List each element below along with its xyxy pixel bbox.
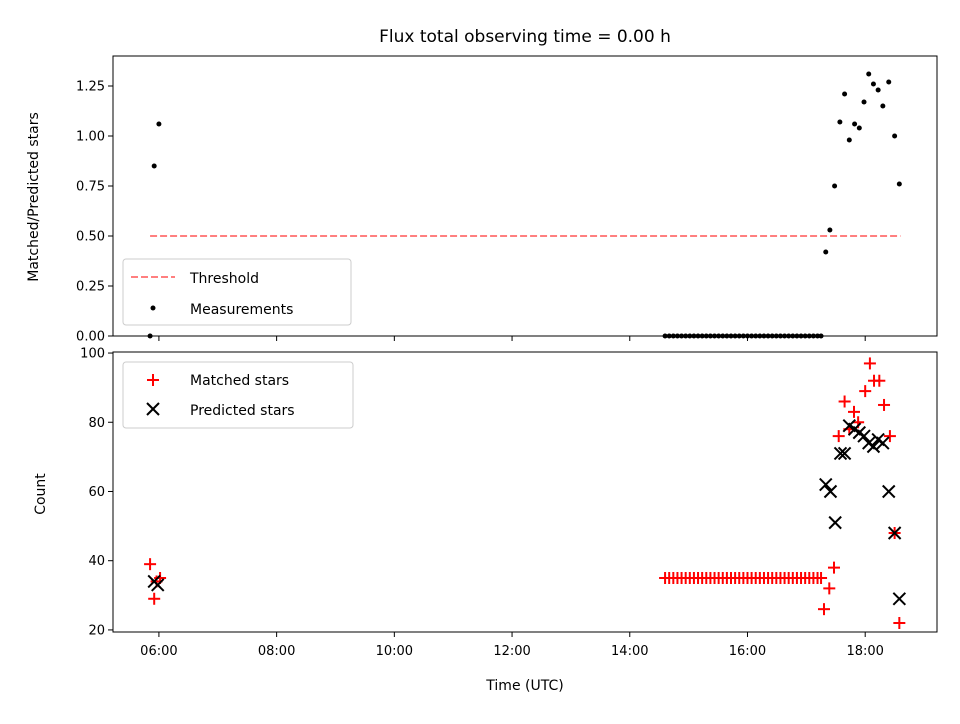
bottom-y-axis-label: Count — [33, 473, 49, 515]
predicted-star-point — [823, 484, 838, 499]
x-tick-label: 18:00 — [846, 644, 883, 659]
top-y-tick-label: 0.25 — [76, 280, 105, 295]
measurement-point — [875, 87, 881, 93]
matched-star-point — [815, 572, 828, 585]
legend-measurements-swatch — [150, 305, 156, 311]
bottom-y-tick-label: 60 — [88, 485, 105, 500]
measurement-point — [861, 99, 867, 105]
bottom-plot-frame — [112, 351, 938, 633]
top-y-tick-label: 1.00 — [76, 130, 105, 145]
predicted-star-point — [151, 578, 165, 592]
ratio-panel: Flux total observing time = 0.00 h Match… — [26, 27, 938, 345]
matched-star-point — [883, 430, 896, 443]
matched-star-point — [838, 395, 851, 408]
x-tick-label: 06:00 — [140, 644, 177, 659]
measurement-point — [896, 181, 902, 187]
top-y-tick-label: 0.00 — [76, 330, 105, 345]
matched-star-point — [144, 558, 157, 571]
bottom-legend-box — [122, 361, 354, 429]
measurement-point — [837, 119, 843, 125]
measurement-point — [852, 121, 858, 127]
matched-star-point — [863, 357, 876, 370]
x-tick-label: 14:00 — [611, 644, 648, 659]
x-tick-label: 12:00 — [493, 644, 530, 659]
measurement-point — [886, 79, 892, 85]
measurement-point — [866, 71, 872, 77]
predicted-star-point — [819, 477, 833, 492]
measurement-point — [892, 133, 898, 139]
count-panel: Count Time (UTC) 20 40 60 80 100 06:00 08:00 10… — [33, 347, 938, 694]
measurement-point — [823, 249, 829, 255]
x-tick-label: 16:00 — [729, 644, 766, 659]
legend-threshold-label: Threshold — [189, 271, 259, 287]
x-tick-label: 10:00 — [376, 644, 413, 659]
matched-star-point — [893, 617, 906, 630]
measurement-point — [842, 91, 848, 97]
predicted-star-point — [837, 446, 852, 461]
matched-star-point — [878, 398, 891, 411]
legend-predicted-swatch — [146, 402, 160, 416]
bottom-y-tick-label: 80 — [88, 416, 105, 431]
measurement-point — [156, 121, 162, 127]
top-legend-box — [122, 258, 352, 326]
bottom-y-tick-label: 100 — [80, 347, 105, 362]
matched-star-point — [848, 405, 861, 418]
predicted-star-point — [882, 484, 896, 499]
bottom-legend: Matched stars Predicted stars — [122, 361, 354, 429]
bottom-y-tick-label: 20 — [88, 623, 105, 638]
top-y-tick-label: 0.75 — [76, 180, 105, 195]
measurement-point — [846, 137, 852, 143]
chart-title: Flux total observing time = 0.00 h — [379, 27, 671, 47]
measurement-point — [856, 125, 862, 131]
measurement-point — [880, 103, 886, 109]
predicted-star-point — [876, 436, 890, 450]
measurement-point — [832, 183, 838, 189]
matched-star-point — [859, 385, 872, 398]
legend-matched-label: Matched stars — [190, 373, 289, 389]
predicted-star-point — [892, 592, 907, 606]
x-axis-label: Time (UTC) — [485, 678, 563, 694]
matched-star-point — [823, 582, 836, 595]
predicted-star-point — [833, 446, 848, 461]
top-y-tick-label: 0.50 — [76, 230, 105, 245]
measurement-point — [870, 81, 876, 87]
measurement-point — [827, 227, 833, 233]
matched-star-point — [828, 561, 840, 574]
top-y-tick-label: 1.25 — [76, 80, 105, 95]
predicted-star-point — [866, 439, 881, 454]
legend-matched-swatch — [147, 374, 159, 386]
matched-star-point — [817, 603, 830, 616]
bottom-y-tick-label: 40 — [88, 554, 105, 569]
top-y-axis-label: Matched/Predicted stars — [26, 112, 42, 282]
legend-predicted-label: Predicted stars — [190, 403, 295, 419]
x-tick-label: 08:00 — [258, 644, 295, 659]
top-plot-frame — [112, 55, 938, 337]
measurement-point — [151, 163, 157, 169]
matched-star-point — [832, 430, 845, 443]
matched-star-point — [873, 374, 886, 387]
matched-star-point — [148, 592, 161, 605]
predicted-star-point — [828, 515, 842, 530]
predicted-star-point — [887, 526, 902, 540]
top-legend: Threshold Measurements — [122, 258, 352, 326]
legend-measurements-label: Measurements — [190, 302, 293, 318]
